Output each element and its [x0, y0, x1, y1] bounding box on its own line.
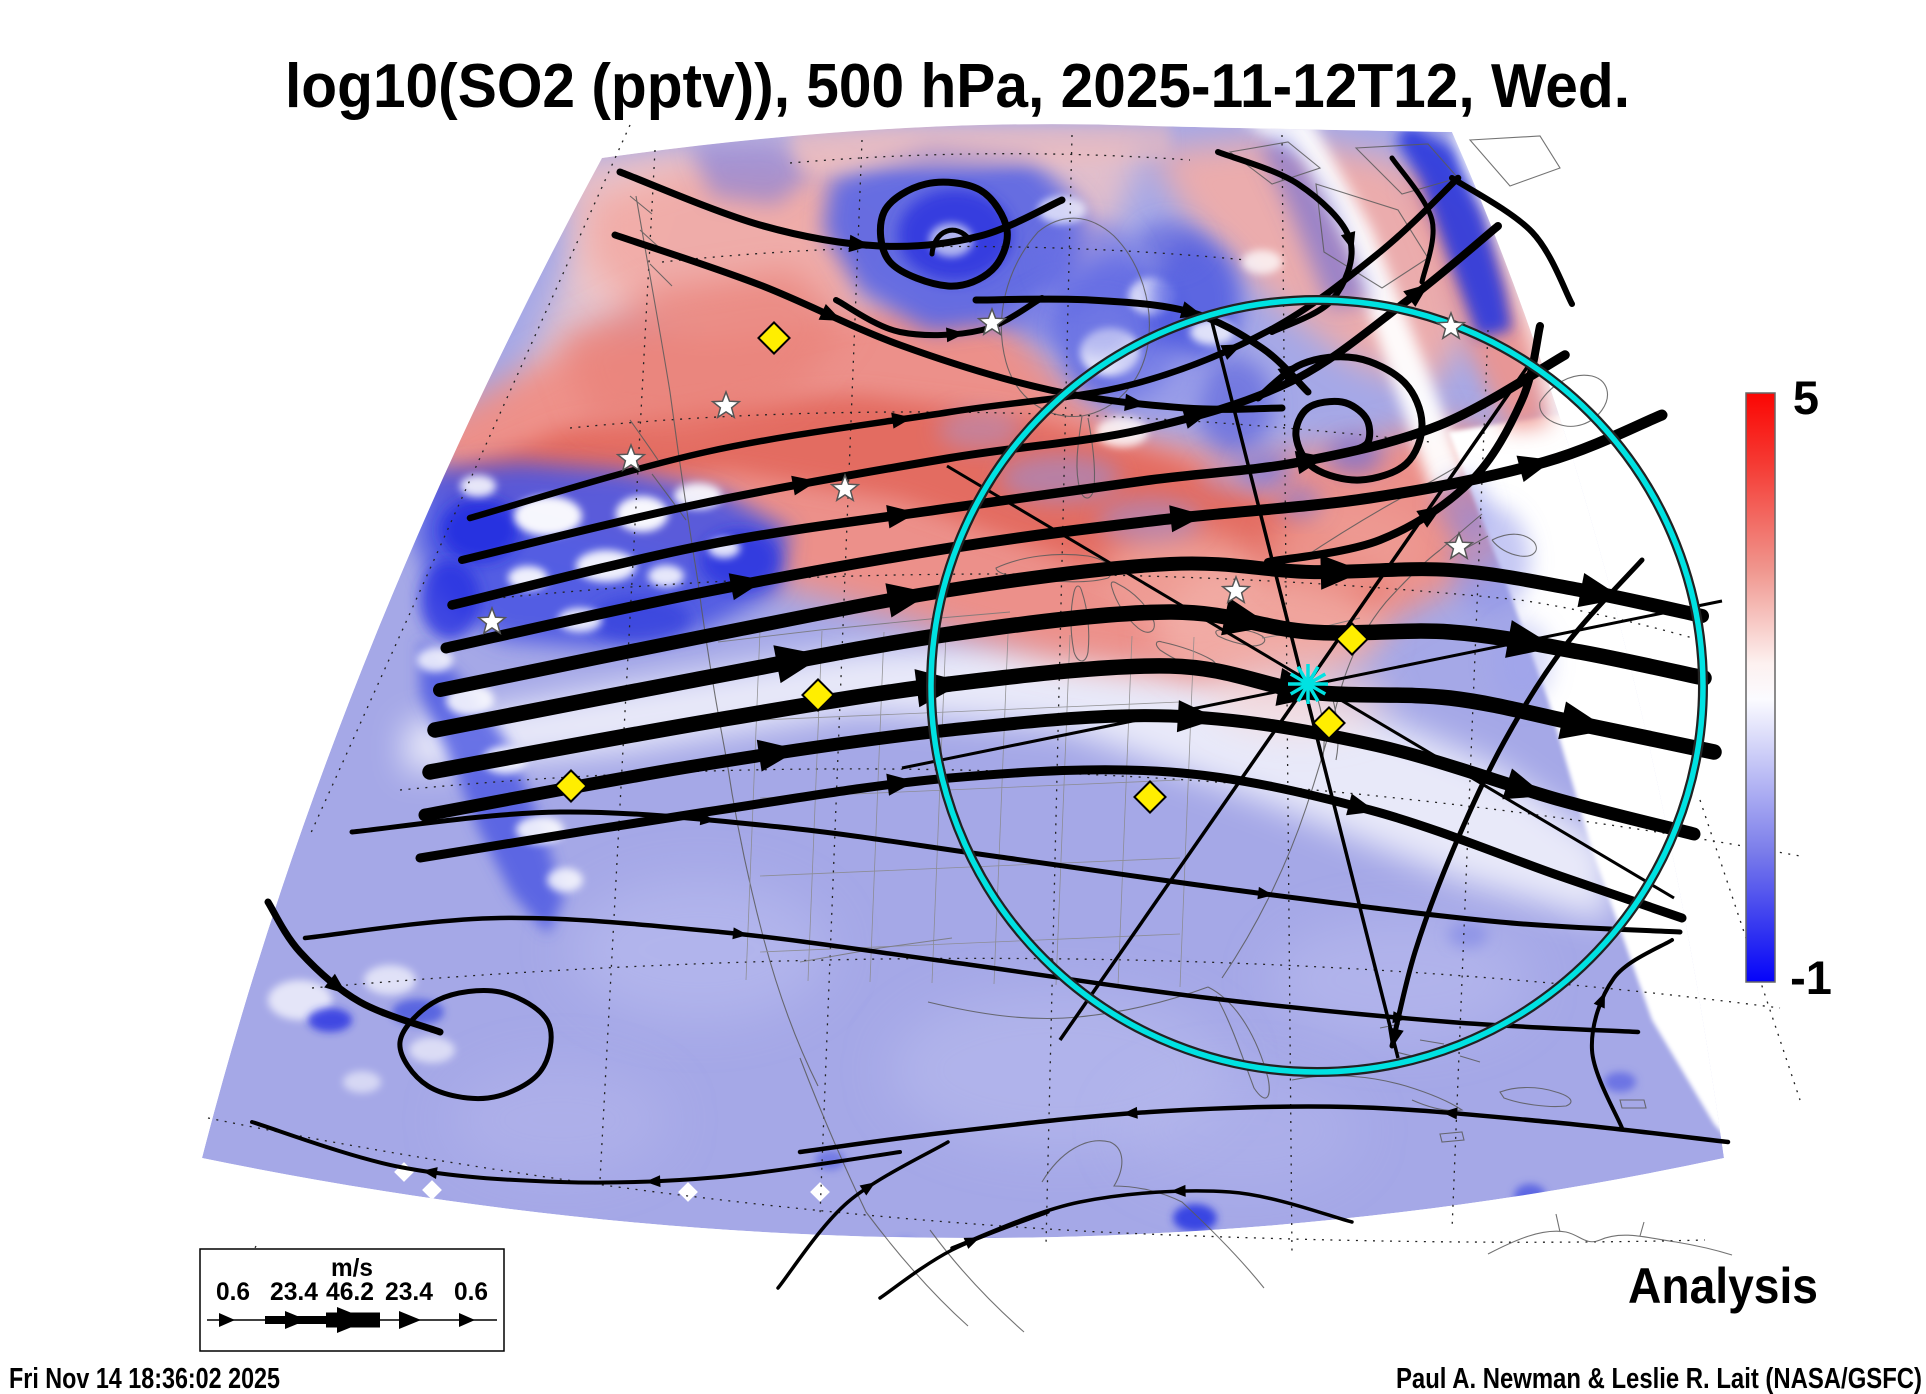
- svg-text:Fri Nov 14 18:36:02 2025: Fri Nov 14 18:36:02 2025: [9, 1363, 280, 1394]
- svg-text:log10(SO2 (pptv)), 500 hPa, 20: log10(SO2 (pptv)), 500 hPa, 2025-11-12T1…: [285, 52, 1630, 121]
- svg-text:23.4: 23.4: [385, 1278, 433, 1306]
- svg-text:-1: -1: [1790, 951, 1832, 1004]
- svg-text:23.4: 23.4: [270, 1278, 318, 1306]
- svg-text:Analysis: Analysis: [1628, 1258, 1818, 1314]
- svg-text:0.6: 0.6: [454, 1278, 488, 1306]
- svg-text:m/s: m/s: [331, 1254, 373, 1282]
- svg-text:5: 5: [1793, 371, 1819, 424]
- svg-text:46.2: 46.2: [326, 1278, 374, 1306]
- svg-text:0.6: 0.6: [216, 1278, 250, 1306]
- svg-text:Paul A. Newman & Leslie R. Lai: Paul A. Newman & Leslie R. Lait (NASA/GS…: [1396, 1363, 1922, 1394]
